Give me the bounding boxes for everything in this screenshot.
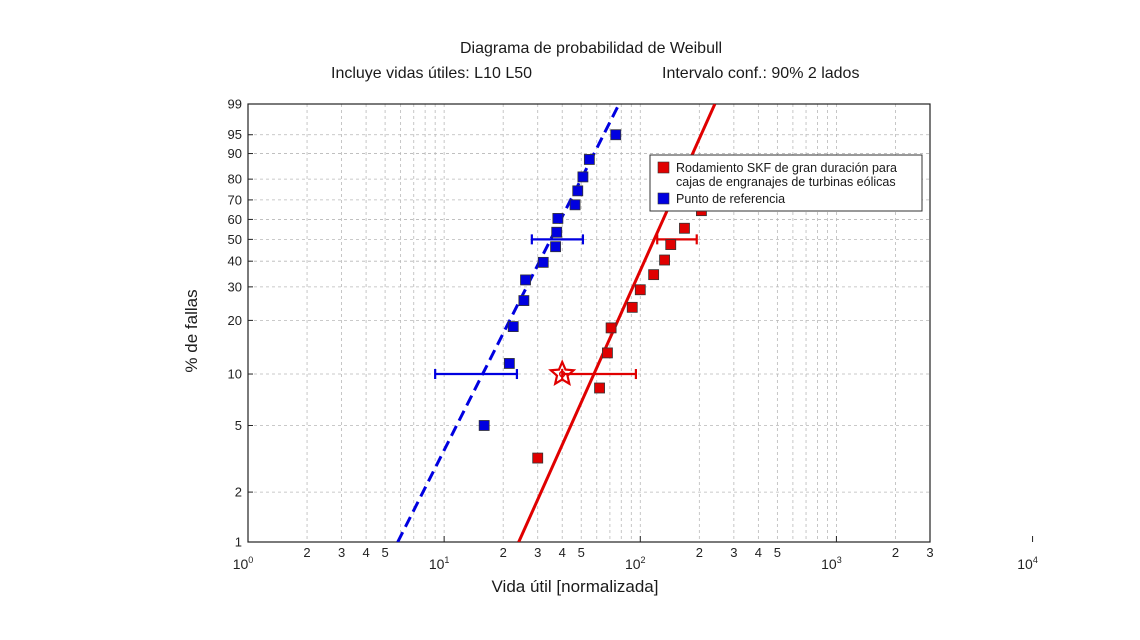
data-point <box>648 269 660 281</box>
data-point <box>537 256 549 268</box>
y-tick-label: 2 <box>235 485 242 500</box>
data-point <box>552 213 564 224</box>
data-point <box>518 295 530 306</box>
y-tick-label: 60 <box>228 212 242 227</box>
x-minor-label: 3 <box>730 545 737 560</box>
legend-swatch <box>657 161 670 174</box>
y-tick-label: 50 <box>228 232 242 247</box>
data-point <box>679 222 690 234</box>
data-point <box>659 254 670 266</box>
star-marker <box>548 359 577 386</box>
y-tick-label: 40 <box>228 254 242 269</box>
x-minor-label: 3 <box>534 545 541 560</box>
y-tick-label: 80 <box>228 172 242 187</box>
x-decade-label: 104 <box>1017 555 1038 572</box>
x-decade-label: 101 <box>429 555 450 572</box>
plot-frame <box>247 103 931 543</box>
x-minor-label: 3 <box>926 545 933 560</box>
legend-swatch <box>657 192 670 205</box>
data-point <box>665 239 677 250</box>
x-decade-label: 102 <box>625 555 646 572</box>
x-minor-label: 5 <box>381 545 388 560</box>
data-point <box>503 358 515 369</box>
y-tick-label: 70 <box>228 192 242 207</box>
data-point <box>569 199 581 211</box>
x-minor-label: 3 <box>338 545 345 560</box>
y-tick-label: 30 <box>228 279 242 294</box>
data-point <box>520 274 531 286</box>
data-point <box>577 171 589 183</box>
x-minor-label: 2 <box>500 545 507 560</box>
y-tick-label: 20 <box>228 313 242 328</box>
axes: 1 2 5 10 20 30 40 50 60 70 80 90 95 99 100 101 102 103 104… <box>182 97 1038 597</box>
plot-border <box>247 103 931 543</box>
data-point <box>626 301 638 313</box>
y-tick-label: 99 <box>228 97 242 112</box>
data-point <box>583 154 595 165</box>
series-1 <box>396 104 622 542</box>
data-point <box>594 382 605 394</box>
chart-subtitle-confidence: Intervalo conf.: 90% 2 lados <box>662 65 860 82</box>
x-decade-label: 100 <box>233 555 254 572</box>
data-point <box>634 284 646 296</box>
data-point <box>550 241 561 253</box>
y-tick-label: 10 <box>228 367 242 382</box>
data-point <box>610 129 622 141</box>
x-minor-label: 2 <box>303 545 310 560</box>
data-point <box>572 185 584 197</box>
x-minor-label: 4 <box>362 545 369 560</box>
data-point <box>507 321 519 333</box>
y-tick-label: 5 <box>235 418 242 433</box>
x-axis-label: Vida útil [normalizada] <box>492 577 659 596</box>
x-minor-label: 5 <box>774 545 781 560</box>
legend-box <box>649 154 923 212</box>
legend-label: Rodamiento SKF de gran duración para <box>676 161 897 175</box>
data-point <box>532 452 544 464</box>
legend-label: Punto de referencia <box>676 192 785 206</box>
chart-title: Diagrama de probabilidad de Weibull <box>460 40 723 57</box>
y-tick-label: 95 <box>228 127 242 142</box>
star-center <box>558 370 566 378</box>
chart-subtitle-lives: Incluye vidas útiles: L10 L50 <box>331 65 533 82</box>
legend: Rodamiento SKF de gran duración paracaja… <box>649 154 923 212</box>
data-point <box>602 347 613 359</box>
x-minor-label: 5 <box>578 545 585 560</box>
legend-label: cajas de engranajes de turbinas eólicas <box>676 175 896 189</box>
data-point <box>551 226 563 238</box>
data-point <box>605 322 617 334</box>
y-tick-label: 90 <box>228 146 242 161</box>
y-tick-label: 1 <box>235 535 242 550</box>
x-minor-label: 4 <box>559 545 566 560</box>
data-point <box>478 420 490 431</box>
y-axis-label: % de fallas <box>182 289 201 372</box>
x-minor-label: 4 <box>755 545 762 560</box>
x-decade-label: 103 <box>821 555 842 572</box>
x-minor-label: 2 <box>696 545 703 560</box>
x-minor-label: 2 <box>892 545 899 560</box>
